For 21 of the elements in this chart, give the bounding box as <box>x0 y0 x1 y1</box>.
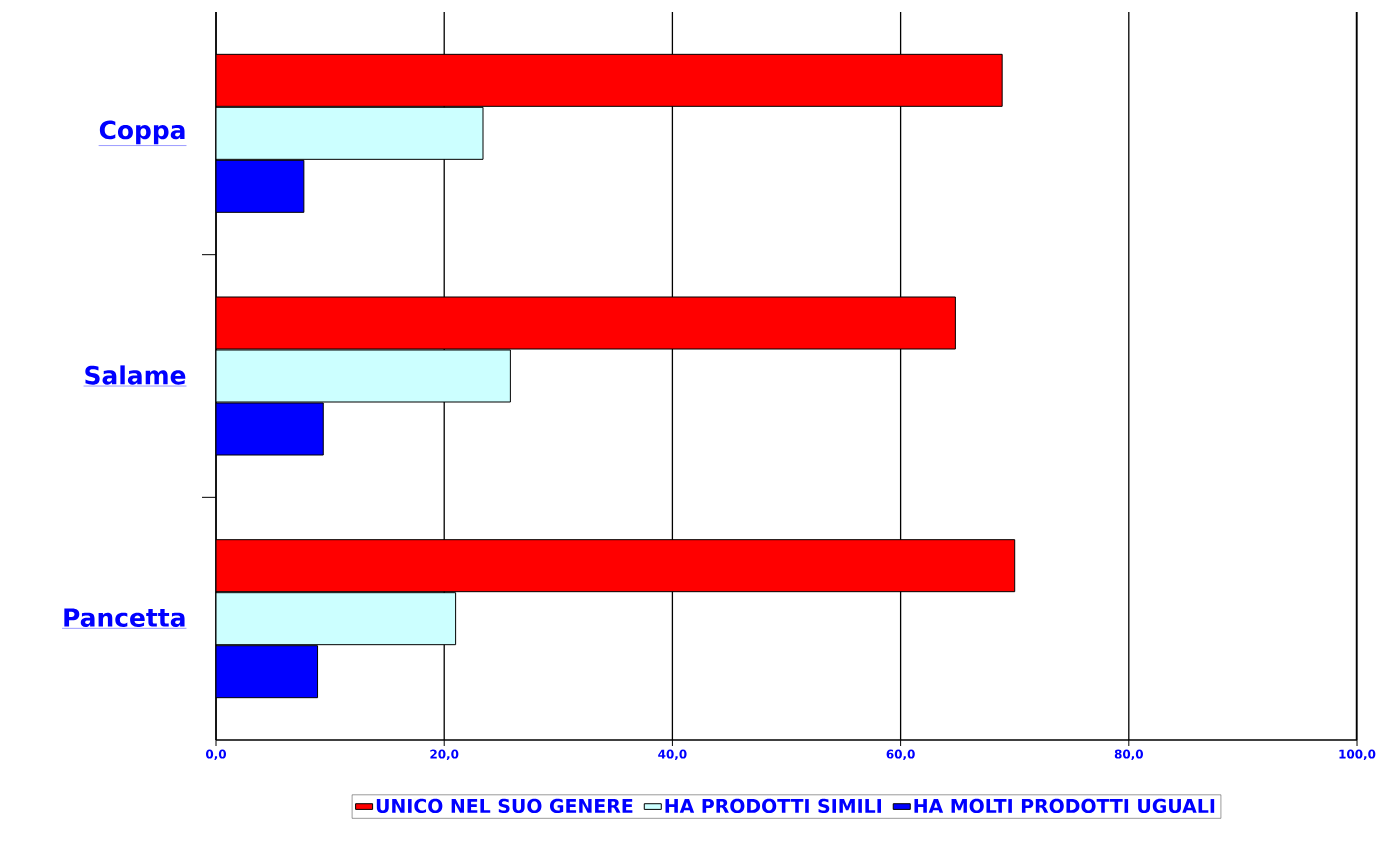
bar <box>216 349 511 403</box>
legend-label: UNICO NEL SUO GENERE <box>376 798 633 814</box>
x-tick-label: 60,0 <box>886 749 915 761</box>
y-tick-label: Coppa <box>99 120 185 145</box>
bar <box>216 592 457 646</box>
x-tick-label: 100,0 <box>1339 749 1376 761</box>
x-tick-label: 0,0 <box>205 749 227 761</box>
y-tick-label: Salame <box>85 365 186 385</box>
legend-label: HA MOLTI PRODOTTI UGUALI <box>914 798 1215 814</box>
bar <box>216 296 956 350</box>
bar <box>216 539 1016 593</box>
bar <box>216 402 324 456</box>
bar <box>216 645 319 699</box>
bar <box>216 106 484 160</box>
x-tick-label: 80,0 <box>1114 749 1143 761</box>
x-tick-label: 20,0 <box>430 749 459 761</box>
legend-label: HA PRODOTTI SIMILI <box>665 798 881 814</box>
bar <box>216 53 1003 107</box>
x-tick-label: 40,0 <box>658 749 687 761</box>
bar <box>216 159 305 213</box>
y-tick-label: Pancetta <box>64 608 185 627</box>
